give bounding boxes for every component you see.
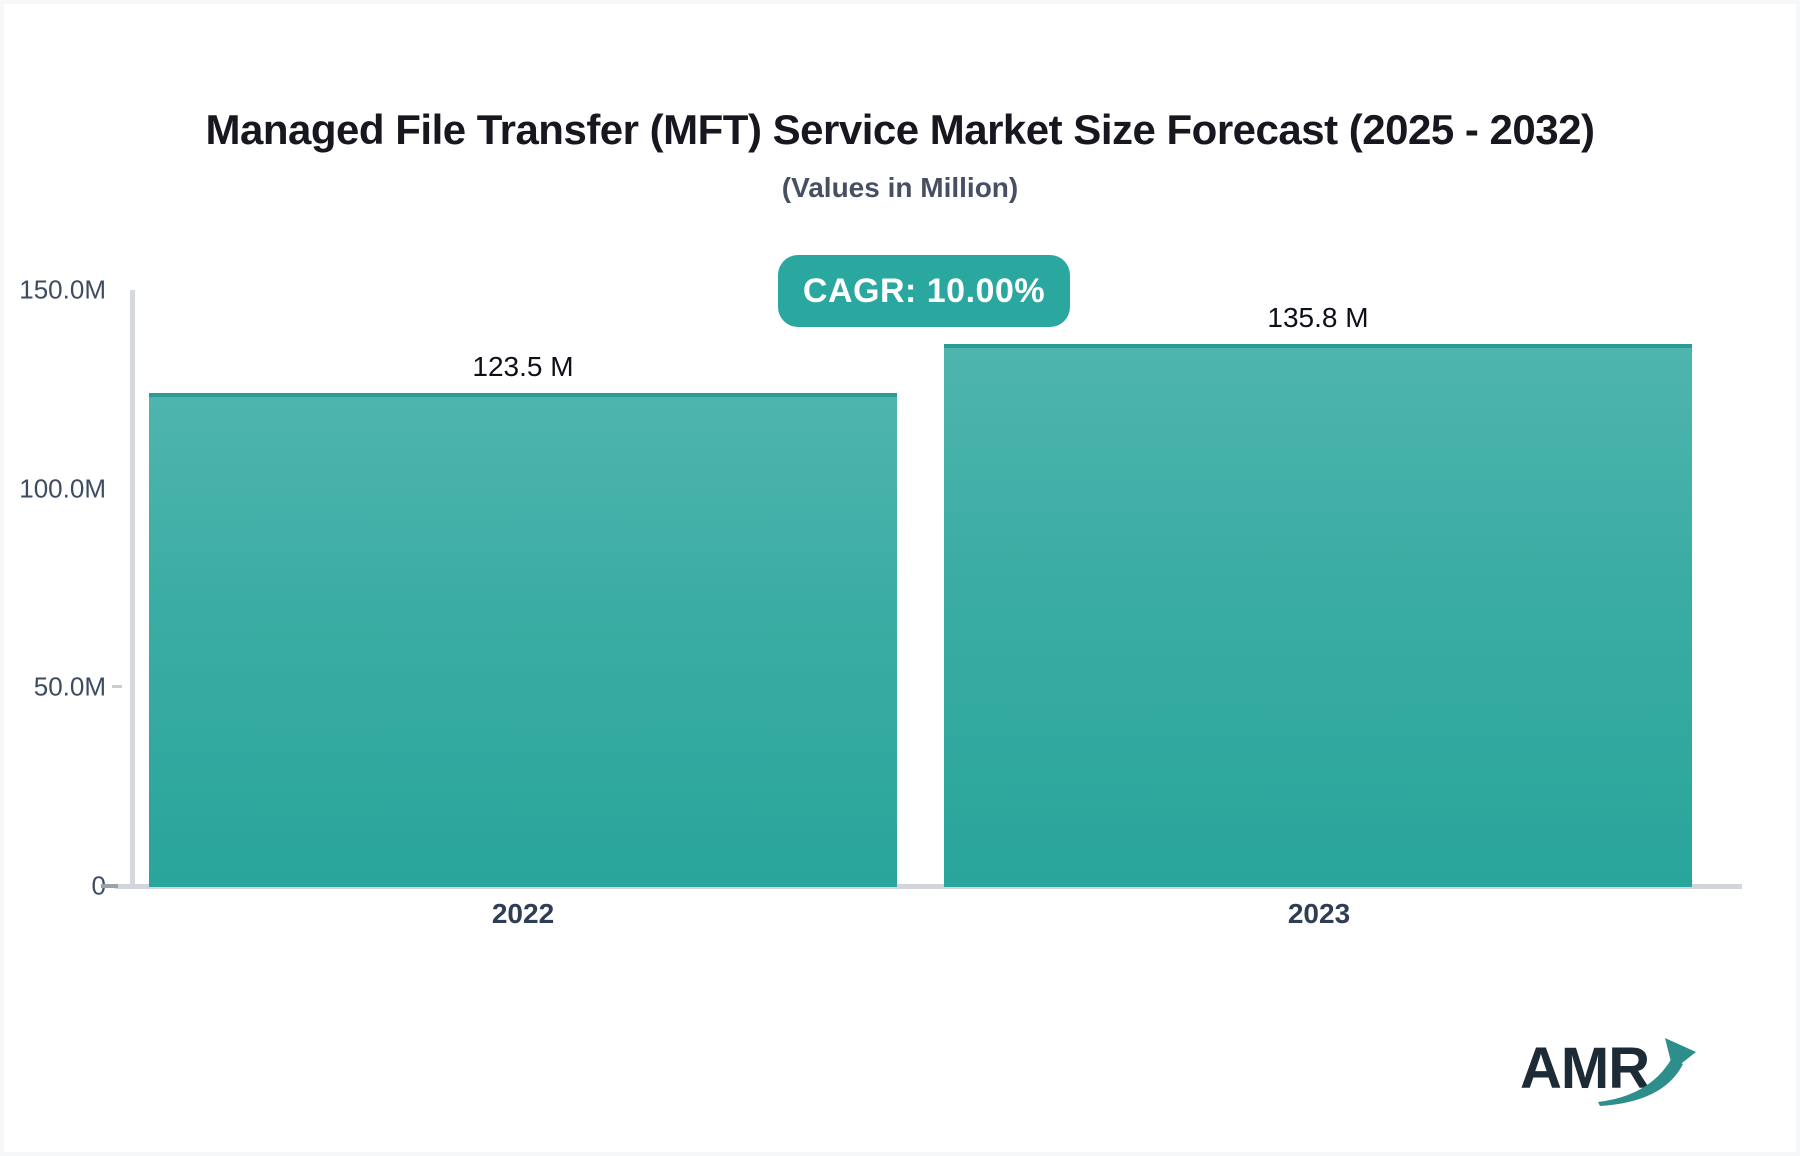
amr-logo-arrow-head — [1665, 1038, 1696, 1070]
bar-value-label-2022: 123.5 M — [472, 351, 574, 382]
y-axis-line — [130, 290, 135, 889]
bar-2022[interactable] — [149, 393, 897, 887]
bar-column-2022: 123.5 M — [149, 351, 897, 887]
bar-column-2023: 135.8 M — [944, 302, 1692, 887]
cagr-badge: CAGR: 10.00% — [778, 255, 1070, 327]
chart-title: Managed File Transfer (MFT) Service Mark… — [205, 106, 1595, 153]
y-tick-label-150: 150.0M — [19, 274, 106, 305]
bar-2023[interactable] — [944, 344, 1692, 887]
amr-logo-text: AMR — [1520, 1036, 1649, 1101]
y-tick-mark-0 — [101, 884, 118, 888]
y-tick-label-0: 0 — [91, 870, 106, 901]
y-tick-label-100: 100.0M — [19, 473, 106, 504]
y-tick-mark-50 — [112, 685, 122, 688]
x-axis-line — [115, 884, 1742, 889]
chart-subtitle: (Values in Million) — [781, 172, 1019, 203]
y-tick-label-50: 50.0M — [33, 671, 106, 702]
amr-logo: AMR — [1520, 1036, 1696, 1106]
x-tick-label-2022: 2022 — [491, 898, 555, 929]
bar-value-label-2023: 135.8 M — [1267, 302, 1369, 333]
x-tick-label-2023: 2023 — [1287, 898, 1351, 929]
